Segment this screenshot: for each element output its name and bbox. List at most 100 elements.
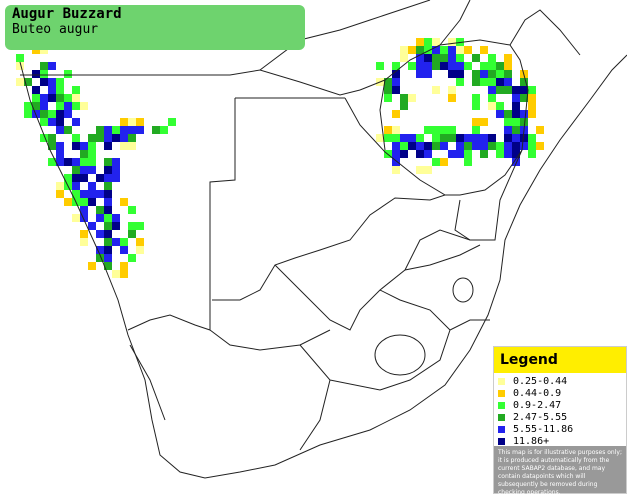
occurrence-cell — [160, 126, 168, 134]
eswatini-border — [452, 277, 474, 303]
occurrence-cell — [496, 70, 504, 78]
occurrence-cell — [88, 222, 96, 230]
occurrence-cell — [400, 134, 408, 142]
occurrence-cell — [128, 134, 136, 142]
occurrence-cell — [72, 102, 80, 110]
occurrence-cell — [472, 134, 480, 142]
occurrence-cell — [448, 126, 456, 134]
occurrence-cell — [504, 126, 512, 134]
occurrence-cell — [456, 134, 464, 142]
occurrence-cell — [400, 102, 408, 110]
occurrence-cell — [472, 54, 480, 62]
occurrence-cell — [528, 134, 536, 142]
occurrence-cell — [48, 134, 56, 142]
occurrence-cell — [56, 94, 64, 102]
occurrence-cell — [56, 86, 64, 94]
occurrence-cell — [128, 126, 136, 134]
occurrence-cell — [64, 110, 72, 118]
occurrence-cell — [504, 86, 512, 94]
occurrence-cell — [480, 118, 488, 126]
occurrence-cell — [88, 182, 96, 190]
occurrence-cell — [480, 142, 488, 150]
occurrence-cell — [520, 78, 528, 86]
occurrence-cell — [528, 110, 536, 118]
occurrence-cell — [88, 262, 96, 270]
legend-label: 2.47-5.55 — [513, 411, 568, 423]
legend-swatch — [498, 437, 505, 445]
occurrence-cell — [512, 150, 520, 158]
occurrence-cell — [128, 254, 136, 262]
occurrence-cell — [472, 142, 480, 150]
occurrence-cell — [416, 70, 424, 78]
occurrence-cell — [400, 142, 408, 150]
occurrence-cell — [56, 182, 64, 190]
occurrence-cell — [88, 166, 96, 174]
occurrence-cell — [448, 86, 456, 94]
occurrence-cell — [488, 62, 496, 70]
occurrence-cell — [120, 134, 128, 142]
occurrence-cell — [504, 54, 512, 62]
occurrence-cell — [104, 198, 112, 206]
occurrence-cell — [72, 142, 80, 150]
occurrence-cell — [392, 126, 400, 134]
occurrence-cell — [24, 102, 32, 110]
occurrence-cell — [416, 54, 424, 62]
occurrence-cell — [96, 206, 104, 214]
legend-swatch — [498, 425, 505, 433]
occurrence-cell — [472, 70, 480, 78]
occurrence-cell — [96, 126, 104, 134]
occurrence-cell — [104, 166, 112, 174]
occurrence-cell — [40, 118, 48, 126]
occurrence-cell — [480, 150, 488, 158]
occurrence-cell — [432, 46, 440, 54]
occurrence-cell — [432, 158, 440, 166]
occurrence-cell — [528, 102, 536, 110]
occurrence-cell — [104, 126, 112, 134]
occurrence-cell — [384, 78, 392, 86]
occurrence-cell — [128, 206, 136, 214]
occurrence-cell — [392, 142, 400, 150]
occurrence-cell — [448, 38, 456, 46]
occurrence-cell — [24, 110, 32, 118]
occurrence-cell — [128, 230, 136, 238]
occurrence-cell — [80, 214, 88, 222]
occurrence-cell — [504, 70, 512, 78]
occurrence-cell — [120, 198, 128, 206]
occurrence-cell — [40, 62, 48, 70]
occurrence-cell — [72, 190, 80, 198]
legend-label: 11.86+ — [513, 435, 550, 447]
occurrence-cell — [424, 126, 432, 134]
occurrence-cell — [88, 198, 96, 206]
occurrence-cell — [456, 46, 464, 54]
occurrence-cell — [400, 150, 408, 158]
occurrence-cell — [520, 142, 528, 150]
legend: Legend 0.25-0.44 0.44-0.9 0.9-2.47 2.47-5.5… — [493, 346, 627, 494]
occurrence-cell — [416, 142, 424, 150]
occurrence-cell — [456, 54, 464, 62]
lesotho-border — [374, 334, 426, 376]
legend-item: 0.44-0.9 — [498, 387, 626, 399]
province-borders — [129, 229, 490, 451]
occurrence-cell — [104, 214, 112, 222]
occurrence-cell — [104, 246, 112, 254]
legend-label: 0.9-2.47 — [513, 399, 562, 411]
occurrence-cell — [72, 118, 80, 126]
occurrence-cell — [416, 150, 424, 158]
occurrence-cell — [168, 118, 176, 126]
occurrence-cell — [128, 222, 136, 230]
occurrence-cell — [104, 262, 112, 270]
legend-item: 2.47-5.55 — [498, 411, 626, 423]
occurrence-cell — [40, 134, 48, 142]
occurrence-cell — [424, 54, 432, 62]
occurrence-cell — [72, 94, 80, 102]
occurrence-cell — [496, 78, 504, 86]
occurrence-cell — [520, 110, 528, 118]
occurrence-cell — [496, 86, 504, 94]
occurrence-cell — [424, 142, 432, 150]
occurrence-cell — [488, 142, 496, 150]
occurrence-cell — [416, 62, 424, 70]
occurrence-cell — [48, 142, 56, 150]
occurrence-cell — [464, 46, 472, 54]
disclaimer: This map is for illustrative purposes on… — [494, 446, 626, 494]
occurrence-cell — [72, 174, 80, 182]
